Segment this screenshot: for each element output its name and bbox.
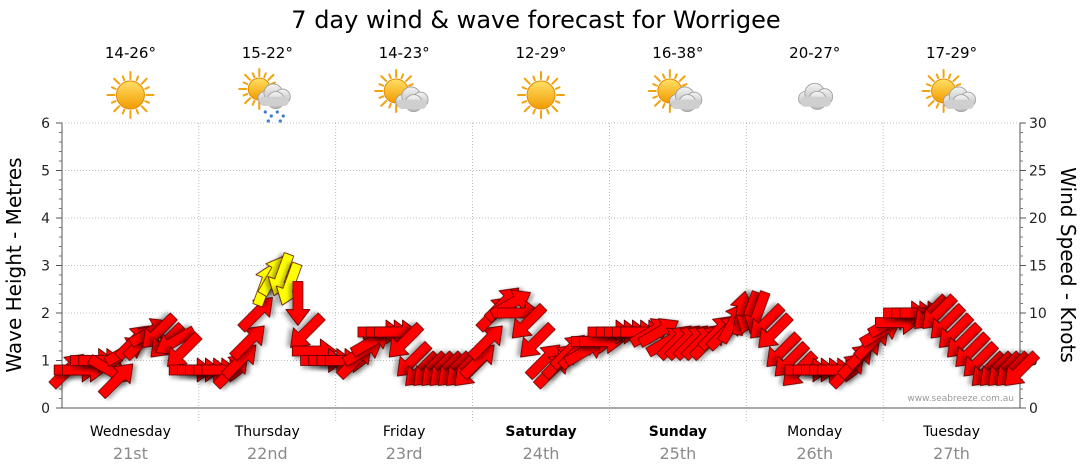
y-left-tick-label: 6 bbox=[41, 116, 50, 132]
day-column: 15-22° Thursday 22nd bbox=[234, 44, 300, 463]
day-name: Monday bbox=[787, 424, 842, 440]
day-column: 14-26° Wednesday 21st bbox=[90, 44, 171, 463]
day-temperature: 14-26° bbox=[105, 44, 156, 62]
wind-arrow bbox=[511, 303, 548, 339]
y-left-tick-label: 3 bbox=[41, 259, 50, 275]
day-name: Friday bbox=[383, 424, 425, 440]
day-date: 21st bbox=[113, 444, 148, 463]
wind-arrow bbox=[285, 281, 311, 326]
rain-drops bbox=[263, 110, 285, 123]
wind-arrow bbox=[167, 331, 203, 367]
day-column: 12-29° Saturday 24th bbox=[505, 44, 576, 463]
wind-arrow bbox=[963, 341, 999, 377]
chart-title: 7 day wind & wave forecast for Worrigee bbox=[291, 6, 780, 34]
y-right-axis-title: Wind Speed - Knots bbox=[1056, 167, 1080, 363]
y-left-axis-title: Wave Height - Metres bbox=[2, 157, 26, 372]
day-temperature: 17-29° bbox=[926, 44, 977, 62]
day-temperature: 20-27° bbox=[789, 44, 840, 62]
y-right-tick-label: 10 bbox=[1029, 306, 1047, 322]
day-temperature: 16-38° bbox=[652, 44, 703, 62]
day-name: Wednesday bbox=[90, 424, 171, 440]
day-name: Sunday bbox=[649, 424, 707, 440]
cloud-shape bbox=[395, 86, 429, 112]
day-name: Thursday bbox=[234, 424, 300, 440]
wind-arrow bbox=[142, 312, 178, 348]
sun-icon bbox=[517, 71, 565, 119]
day-date: 22nd bbox=[247, 444, 288, 463]
y-right-tick-label: 25 bbox=[1029, 164, 1047, 180]
wind-arrow bbox=[396, 341, 433, 377]
day-date: 25th bbox=[659, 444, 696, 463]
wind-arrow bbox=[750, 303, 786, 339]
wind-arrow bbox=[938, 312, 975, 348]
wind-arrow bbox=[229, 325, 265, 361]
day-date: 26th bbox=[796, 444, 833, 463]
day-temperature: 12-29° bbox=[515, 44, 566, 62]
y-right-tick-label: 20 bbox=[1029, 211, 1047, 227]
day-temperature: 15-22° bbox=[242, 44, 293, 62]
y-left-tick-label: 4 bbox=[41, 211, 50, 227]
y-left-tick-label: 1 bbox=[41, 354, 50, 370]
day-column: 14-23° Friday 23rd bbox=[374, 44, 430, 463]
y-left-tick-label: 2 bbox=[41, 306, 50, 322]
day-name: Saturday bbox=[505, 424, 576, 440]
day-date: 27th bbox=[933, 444, 970, 463]
day-temperature: 14-23° bbox=[379, 44, 430, 62]
sun-cloud-icon bbox=[921, 69, 976, 113]
day-column: 17-29° Tuesday 27th bbox=[921, 44, 980, 463]
wind-arrow bbox=[766, 331, 802, 367]
wind-arrow bbox=[520, 322, 556, 358]
sun-disc bbox=[115, 80, 145, 110]
day-date: 24th bbox=[523, 444, 560, 463]
sun-rays bbox=[517, 71, 565, 119]
wind-arrow bbox=[467, 325, 503, 361]
y-left-tick-label: 0 bbox=[41, 401, 50, 417]
day-date: 23rd bbox=[386, 444, 423, 463]
y-right-tick-label: 15 bbox=[1029, 259, 1047, 275]
wind-arrow bbox=[97, 363, 134, 399]
wind-arrow bbox=[758, 312, 794, 348]
sun-rays bbox=[106, 71, 155, 119]
day-name: Tuesday bbox=[922, 424, 980, 440]
sun-cloud-rain-icon bbox=[238, 68, 291, 123]
wind-arrows bbox=[48, 252, 1040, 399]
sun-cloud-icon bbox=[647, 69, 703, 113]
y-left-tick-label: 5 bbox=[41, 164, 50, 180]
sun-icon bbox=[106, 71, 155, 119]
day-column: 16-38° Sunday 25th bbox=[647, 44, 707, 463]
cloud-icon bbox=[798, 82, 834, 110]
y-right-tick-label: 0 bbox=[1029, 401, 1038, 417]
wind-arrow bbox=[947, 322, 983, 358]
wind-arrow bbox=[388, 322, 425, 358]
cloud-shape bbox=[669, 86, 703, 112]
sun-cloud-icon bbox=[374, 69, 429, 113]
cloud-shape bbox=[942, 86, 976, 112]
cloud-shape bbox=[257, 83, 291, 109]
cloud-shape bbox=[798, 82, 834, 110]
wind-arrow bbox=[290, 312, 326, 348]
y-right-tick-label: 30 bbox=[1029, 116, 1047, 132]
wind-arrow bbox=[930, 303, 967, 339]
wind-arrow bbox=[955, 331, 991, 367]
day-column: 20-27° Monday 26th bbox=[787, 44, 842, 463]
credit-text: www.seabreeze.com.au bbox=[907, 394, 1014, 404]
wind-arrow bbox=[922, 293, 958, 329]
day-columns: 14-26° Wednesday 21st 15-22° Thursday 22nd 14-… bbox=[90, 44, 980, 463]
sun-disc bbox=[526, 80, 556, 110]
wind-arrow bbox=[1004, 350, 1040, 386]
